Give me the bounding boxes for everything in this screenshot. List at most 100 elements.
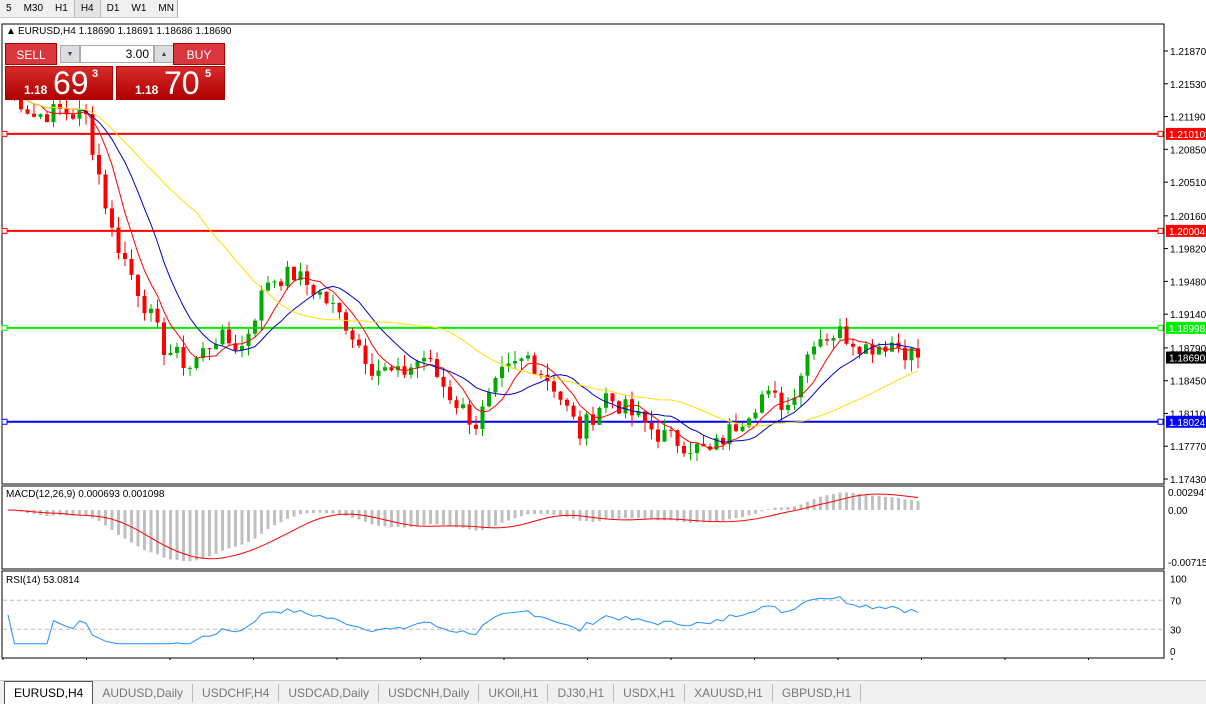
lot-input[interactable]: 3.00 bbox=[80, 45, 154, 63]
candle bbox=[240, 345, 244, 351]
macd-bar bbox=[838, 492, 842, 510]
macd-bar bbox=[624, 510, 627, 518]
candle bbox=[97, 154, 101, 175]
chart-tab[interactable]: DJ30,H1 bbox=[548, 683, 615, 702]
candle bbox=[90, 114, 95, 155]
chart-tab[interactable]: EURUSD,H4 bbox=[4, 681, 94, 704]
macd-bar bbox=[533, 510, 536, 515]
chart-tab[interactable]: USDX,H1 bbox=[614, 683, 686, 702]
candle bbox=[298, 271, 303, 281]
macd-bar bbox=[273, 510, 276, 526]
lot-decrease-button[interactable]: ▼ bbox=[60, 45, 80, 63]
macd-bar bbox=[858, 493, 861, 510]
candle bbox=[110, 208, 114, 228]
chart-tab[interactable]: UKOil,H1 bbox=[479, 683, 549, 702]
timeframe-H4[interactable]: H4 bbox=[73, 0, 101, 17]
macd-bar bbox=[214, 510, 218, 554]
price-chart[interactable]: 1.21870 1.21530 1.21190 1.20850 1.20510 1.201… bbox=[0, 0, 1206, 660]
candle bbox=[357, 339, 361, 346]
chart-tab[interactable]: AUDUSD,Daily bbox=[93, 683, 194, 702]
timeframe-H1[interactable]: H1 bbox=[55, 3, 68, 14]
buy-button[interactable]: BUY bbox=[173, 43, 225, 65]
candle bbox=[25, 109, 30, 114]
macd-bar bbox=[806, 501, 809, 510]
macd-bar bbox=[494, 510, 497, 526]
candle bbox=[532, 355, 537, 374]
macd-bar bbox=[734, 510, 738, 519]
macd-bar bbox=[344, 510, 348, 516]
macd-bar bbox=[468, 510, 471, 530]
moving-average-line bbox=[7, 86, 919, 443]
chart-tab[interactable]: USDCHF,H4 bbox=[193, 683, 280, 702]
macd-bar bbox=[110, 510, 114, 531]
macd-bar bbox=[455, 510, 458, 528]
timeframe-M30[interactable]: M30 bbox=[23, 3, 44, 14]
macd-bar bbox=[201, 510, 205, 559]
sell-button[interactable]: SELL bbox=[5, 43, 57, 65]
candle bbox=[610, 393, 615, 402]
candle bbox=[851, 343, 855, 347]
macd-bar bbox=[565, 510, 569, 517]
candle bbox=[467, 404, 472, 425]
macd-bar bbox=[416, 510, 419, 527]
macd-bar bbox=[715, 510, 718, 522]
macd-bar bbox=[903, 499, 907, 510]
macd-bar bbox=[721, 510, 725, 521]
candle bbox=[19, 92, 23, 110]
rsi-line bbox=[7, 596, 919, 645]
rsi-tick: 100 bbox=[1170, 575, 1187, 586]
macd-bar bbox=[500, 510, 504, 524]
candle bbox=[506, 363, 511, 367]
candle bbox=[643, 411, 647, 423]
candle bbox=[58, 103, 62, 109]
candle bbox=[259, 290, 264, 321]
macd-bar bbox=[58, 510, 62, 516]
timeframe-D1[interactable]: D1 bbox=[106, 3, 120, 14]
candle bbox=[64, 108, 69, 115]
rsi-tick: 70 bbox=[1170, 596, 1182, 607]
macd-bar bbox=[552, 510, 556, 515]
candle bbox=[916, 348, 920, 358]
candle bbox=[214, 344, 218, 350]
candle bbox=[409, 367, 413, 375]
macd-bar bbox=[864, 494, 868, 510]
chart-tabs: EURUSD,H4 AUDUSD,Daily USDCHF,H4 USDCAD,Dai… bbox=[0, 680, 1206, 704]
buy-price[interactable]: 1.18 70 5 bbox=[116, 65, 225, 101]
price-tick: 1.21870 bbox=[1170, 47, 1206, 58]
candle bbox=[246, 333, 251, 346]
macd-bar bbox=[240, 510, 244, 545]
candle bbox=[675, 430, 680, 446]
line-price-label: 1.18024 bbox=[1169, 418, 1206, 429]
timeframe-5[interactable]: 5 bbox=[6, 3, 12, 14]
chart-tab[interactable]: USDCAD,Daily bbox=[279, 683, 380, 702]
candle bbox=[591, 414, 595, 425]
candle bbox=[350, 330, 355, 340]
price-tick: 1.20850 bbox=[1170, 145, 1206, 156]
price-tick: 1.19820 bbox=[1170, 245, 1206, 256]
candle bbox=[558, 391, 563, 400]
macd-bar bbox=[169, 510, 172, 560]
sell-price[interactable]: 1.18 69 3 bbox=[5, 65, 113, 101]
macd-bar bbox=[71, 510, 75, 516]
collapse-arrow-icon[interactable]: ▲ bbox=[6, 26, 16, 37]
candle bbox=[864, 344, 868, 354]
chart-tab[interactable]: GBPUSD,H1 bbox=[773, 683, 862, 702]
line-price-label: 1.20004 bbox=[1169, 227, 1206, 238]
macd-bar bbox=[383, 510, 387, 527]
macd-bar bbox=[637, 510, 640, 518]
chart-tab[interactable]: USDCNH,Daily bbox=[379, 683, 480, 702]
timeframe-W1[interactable]: W1 bbox=[131, 3, 147, 14]
candle bbox=[844, 326, 849, 344]
macd-bar bbox=[266, 510, 270, 530]
candle bbox=[656, 429, 660, 442]
candle bbox=[825, 339, 829, 341]
timeframe-MN[interactable]: MN bbox=[158, 3, 174, 14]
candle bbox=[344, 312, 348, 331]
one-click-trading-panel: SELL ▼ 3.00 ▲ BUY 1.18 69 3 1.18 70 5 bbox=[5, 43, 225, 101]
lot-increase-button[interactable]: ▲ bbox=[154, 45, 174, 63]
macd-signal-line bbox=[7, 493, 919, 560]
candle bbox=[604, 393, 608, 408]
macd-bar bbox=[331, 510, 335, 514]
chart-tab[interactable]: XAUUSD,H1 bbox=[685, 683, 773, 702]
line-price-label: 1.21010 bbox=[1169, 130, 1206, 141]
